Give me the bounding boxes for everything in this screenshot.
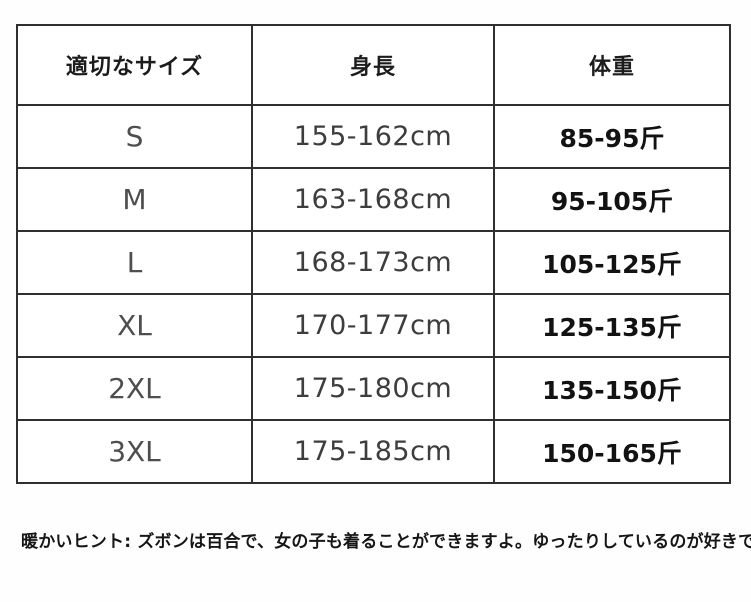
weight-cell: 85-95斤 [493, 104, 731, 169]
size-cell: M [16, 167, 253, 232]
table-row: 3XL 175-185cm 150-165斤 [16, 419, 731, 484]
size-cell: L [16, 230, 253, 295]
table-row: 2XL 175-180cm 135-150斤 [16, 356, 731, 421]
hint-text: 暖かいヒント: ズボンは百合で、女の子も着ることができますよ。ゆったりしているの… [21, 532, 751, 552]
weight-cell: 105-125斤 [493, 230, 731, 295]
size-cell: S [16, 104, 253, 169]
header-row: 適切なサイズ 身長 体重 [16, 24, 731, 106]
weight-cell: 135-150斤 [493, 356, 731, 421]
table-row: M 163-168cm 95-105斤 [16, 167, 731, 232]
weight-cell: 95-105斤 [493, 167, 731, 232]
height-cell: 168-173cm [251, 230, 495, 295]
size-cell: 2XL [16, 356, 253, 421]
column-header-size: 適切なサイズ [16, 24, 253, 106]
weight-cell: 150-165斤 [493, 419, 731, 484]
table-row: XL 170-177cm 125-135斤 [16, 293, 731, 358]
weight-cell: 125-135斤 [493, 293, 731, 358]
size-cell: XL [16, 293, 253, 358]
size-cell: 3XL [16, 419, 253, 484]
size-chart-table: 適切なサイズ 身長 体重 S 155-162cm 85-95斤 M 163-16… [16, 24, 731, 484]
height-cell: 175-180cm [251, 356, 495, 421]
column-header-height: 身長 [251, 24, 495, 106]
table-row: L 168-173cm 105-125斤 [16, 230, 731, 295]
height-cell: 175-185cm [251, 419, 495, 484]
height-cell: 155-162cm [251, 104, 495, 169]
column-header-weight: 体重 [493, 24, 731, 106]
table-row: S 155-162cm 85-95斤 [16, 104, 731, 169]
height-cell: 170-177cm [251, 293, 495, 358]
height-cell: 163-168cm [251, 167, 495, 232]
